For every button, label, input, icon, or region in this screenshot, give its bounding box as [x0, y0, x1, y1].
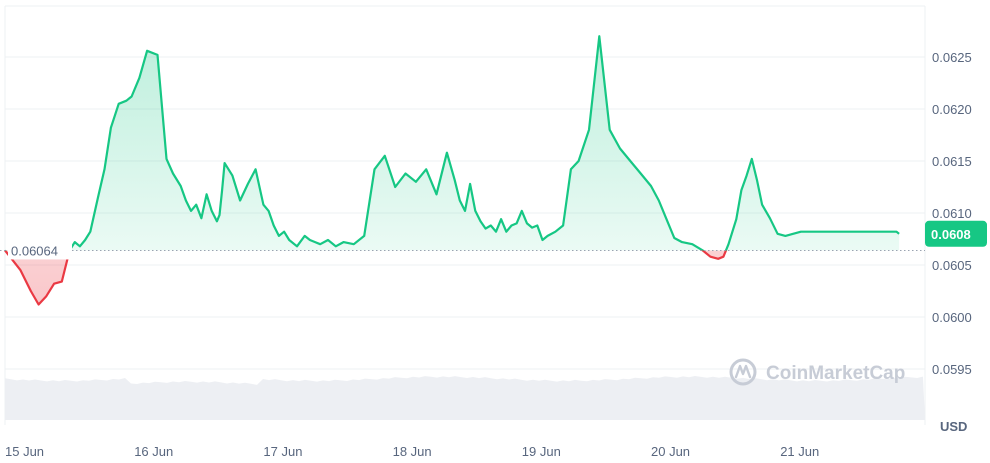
reference-price-label-bg — [8, 241, 72, 260]
coinmarketcap-logo-mark-icon — [734, 364, 752, 379]
x-tick-label: 21 Jun — [780, 444, 819, 459]
y-tick-label: 0.0620 — [932, 102, 972, 117]
y-tick-label: 0.0615 — [932, 154, 972, 169]
coinmarketcap-logo-icon — [729, 358, 757, 386]
watermark-text: CoinMarketCap — [766, 363, 905, 384]
x-axis: 15 Jun 16 Jun 17 Jun 18 Jun 19 Jun 20 Jun 21 J… — [5, 444, 819, 459]
y-axis-unit: USD — [940, 419, 967, 434]
price-line-above — [4, 35, 900, 251]
x-tick-label: 17 Jun — [263, 444, 302, 459]
current-price-value: 0.0608 — [931, 227, 971, 242]
x-tick-label: 15 Jun — [5, 444, 44, 459]
x-tick-label: 16 Jun — [134, 444, 173, 459]
y-tick-label: 0.0610 — [932, 206, 972, 221]
x-tick-label: 18 Jun — [393, 444, 432, 459]
y-tick-label: 0.0595 — [932, 362, 972, 377]
y-tick-label: 0.0625 — [932, 50, 972, 65]
volume-bars — [5, 376, 925, 420]
y-tick-label: 0.0600 — [932, 310, 972, 325]
current-price-badge-bg — [925, 220, 987, 247]
watermark: CoinMarketCap — [729, 358, 905, 386]
y-tick-label: 0.0605 — [932, 258, 972, 273]
x-tick-label: 19 Jun — [522, 444, 561, 459]
volume-band — [5, 376, 925, 420]
y-axis: 0.0595 0.0600 0.0605 0.0610 0.0615 0.0620 0.06… — [932, 50, 972, 377]
price-area-above — [5, 36, 900, 251]
reference-price-label: 0.06064 — [11, 243, 58, 258]
current-price-badge: 0.0608 — [925, 220, 987, 247]
x-tick-label: 20 Jun — [651, 444, 690, 459]
